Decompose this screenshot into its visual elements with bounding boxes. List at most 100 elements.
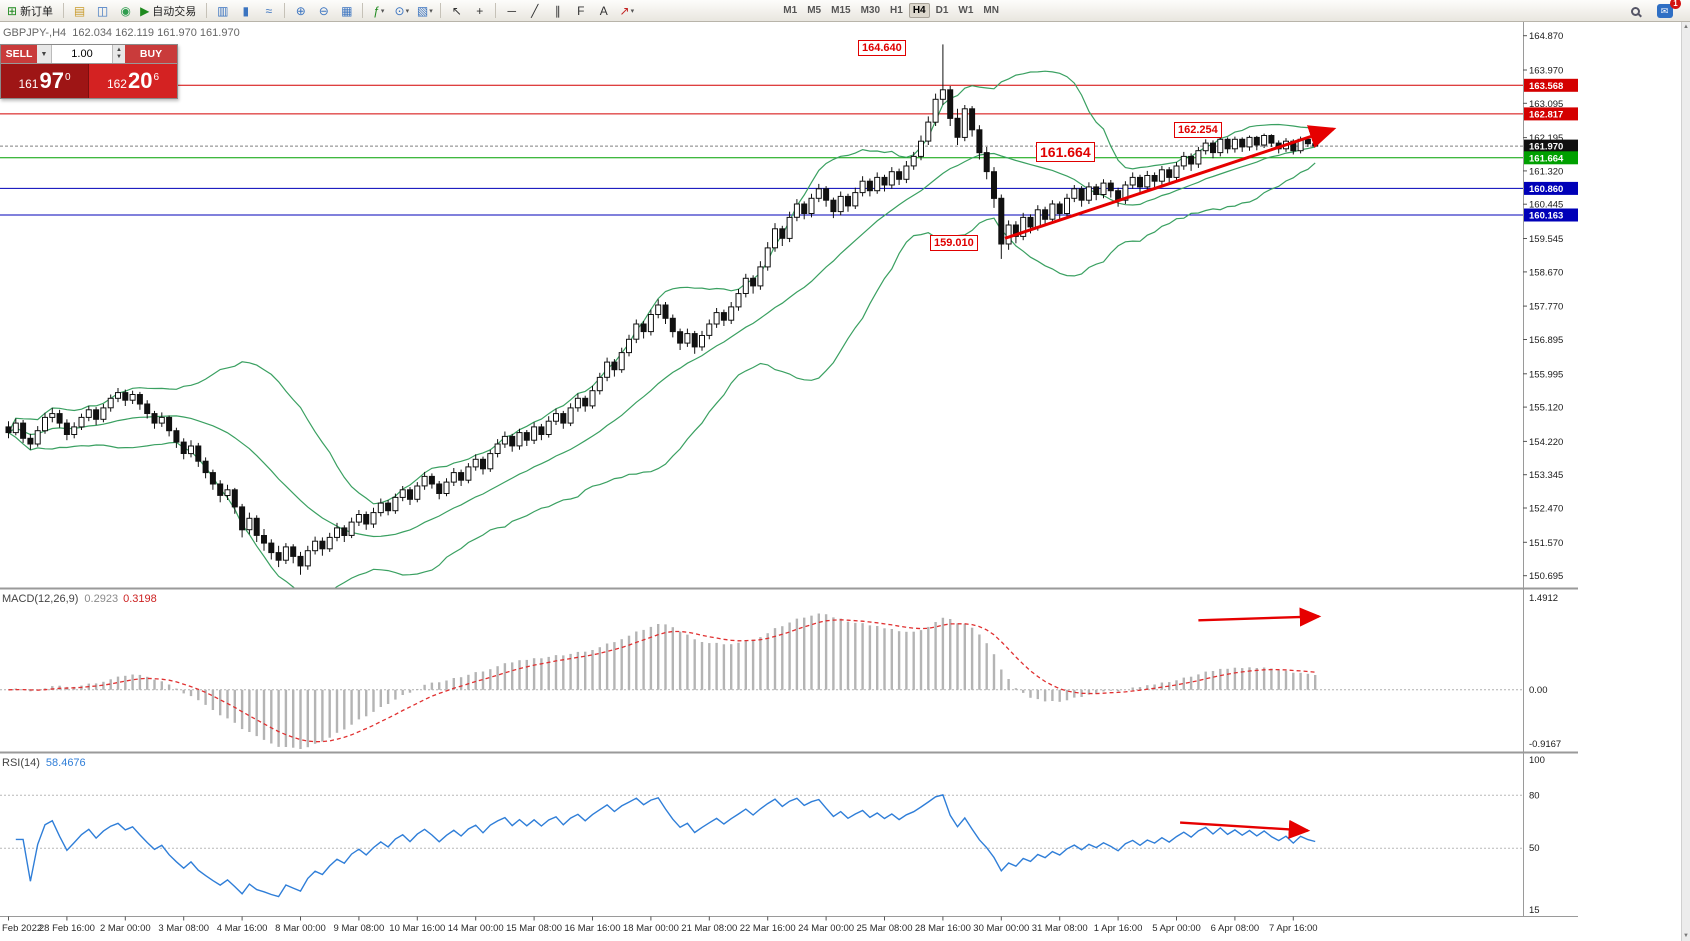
time-axis-label[interactable]: 6 Apr 08:00 (1211, 923, 1260, 934)
cursor-icon[interactable]: ↖ (446, 2, 467, 20)
candle[interactable] (618, 352, 625, 371)
timeframe-m5-button[interactable]: M5 (807, 5, 822, 16)
candle[interactable] (1012, 224, 1019, 237)
candle[interactable] (553, 413, 559, 422)
trend-arrow[interactable] (1004, 125, 1337, 240)
crosshair-icon[interactable]: + (469, 2, 490, 20)
candle[interactable] (881, 176, 888, 186)
time-axis-label[interactable]: 31 Mar 08:00 (1032, 923, 1088, 934)
candle[interactable] (772, 228, 778, 249)
candle[interactable] (1005, 224, 1012, 245)
time-axis-label[interactable]: 9 Mar 08:00 (334, 923, 385, 934)
candle[interactable] (428, 475, 435, 485)
candle[interactable] (1312, 143, 1319, 147)
spinner-down-icon[interactable]: ▼ (116, 54, 122, 60)
candle[interactable] (604, 361, 611, 378)
candle[interactable] (253, 517, 260, 536)
candle[interactable] (1166, 169, 1173, 178)
candle[interactable] (706, 323, 713, 336)
candle[interactable] (720, 312, 727, 321)
volume-spinner[interactable]: ▲ ▼ (112, 45, 125, 63)
candle[interactable] (231, 489, 238, 508)
candle[interactable] (355, 514, 362, 523)
scroll-up-icon[interactable]: ▲ (1683, 24, 1689, 30)
candle[interactable] (589, 390, 596, 407)
candle[interactable] (647, 314, 654, 333)
candle[interactable] (742, 277, 749, 294)
candle[interactable] (1085, 186, 1092, 201)
candle[interactable] (49, 413, 56, 418)
candle[interactable] (297, 555, 304, 567)
candle[interactable] (151, 413, 158, 424)
notifications-icon[interactable]: ✉ 1 (1654, 0, 1681, 20)
candle[interactable] (1158, 169, 1165, 182)
time-axis-label[interactable]: 3 Mar 08:00 (158, 923, 209, 934)
candle[interactable] (939, 89, 946, 100)
candle[interactable] (93, 409, 100, 420)
candle[interactable] (662, 304, 669, 319)
candle[interactable] (1056, 203, 1063, 214)
candle[interactable] (166, 416, 173, 432)
candle[interactable] (954, 117, 961, 138)
bar-chart-icon[interactable]: ▥ (212, 2, 233, 20)
timeframe-m15-button[interactable]: M15 (831, 5, 851, 16)
candle[interactable] (34, 430, 41, 445)
candle[interactable] (1188, 155, 1195, 165)
candle[interactable] (122, 392, 129, 401)
fibonacci-icon[interactable]: F (570, 2, 591, 20)
candle[interactable] (1217, 138, 1224, 154)
candle[interactable] (465, 466, 472, 481)
candle[interactable] (341, 527, 348, 537)
candles-layer[interactable] (5, 44, 1319, 575)
candle[interactable] (450, 472, 457, 483)
time-axis-label[interactable]: 28 Feb 16:00 (39, 923, 95, 934)
price-callout-161664[interactable]: 161.664 (1036, 142, 1095, 162)
time-axis-label[interactable]: Feb 2022 (2, 923, 42, 934)
time-axis-label[interactable]: 2 Mar 00:00 (100, 923, 151, 934)
candle[interactable] (1261, 135, 1268, 146)
candle[interactable] (1100, 182, 1107, 196)
autotrading-button[interactable]: ▶ 自动交易 (137, 2, 202, 20)
candle[interactable] (574, 397, 581, 409)
candle[interactable] (421, 475, 428, 487)
candle[interactable] (1137, 176, 1143, 188)
candle[interactable] (129, 394, 136, 401)
candle[interactable] (801, 203, 808, 214)
candle[interactable] (1231, 138, 1238, 150)
candle[interactable] (1049, 203, 1056, 220)
time-axis-label[interactable]: 10 Mar 16:00 (389, 923, 445, 934)
candle[interactable] (1071, 188, 1078, 199)
candle[interactable] (1042, 209, 1049, 220)
candle[interactable] (750, 277, 757, 287)
candle[interactable] (640, 323, 647, 333)
candle[interactable] (224, 489, 231, 496)
candle[interactable] (998, 197, 1005, 245)
candle[interactable] (1027, 216, 1034, 228)
candle[interactable] (158, 416, 165, 424)
candle[interactable] (545, 420, 552, 436)
timeframe-m1-button[interactable]: M1 (783, 5, 798, 16)
candle[interactable] (268, 542, 275, 554)
candle[interactable] (487, 453, 494, 470)
time-axis-label[interactable]: 7 Apr 16:00 (1269, 923, 1318, 934)
timeframe-h4-button[interactable]: H4 (908, 3, 930, 18)
line-chart-icon[interactable]: ≈ (258, 2, 279, 20)
volume-input[interactable] (52, 45, 112, 63)
candle[interactable] (516, 432, 523, 447)
candle[interactable] (918, 140, 924, 157)
candle[interactable] (808, 197, 815, 215)
candle[interactable] (531, 426, 538, 441)
candle[interactable] (27, 437, 34, 445)
candle[interactable] (1239, 138, 1246, 148)
candle[interactable] (348, 521, 355, 536)
candle[interactable] (370, 512, 377, 525)
candlestick-chart-icon[interactable]: ▮ (235, 2, 256, 20)
candle[interactable] (407, 489, 413, 500)
candle[interactable] (947, 89, 954, 119)
sell-price-button[interactable]: 161 97 0 (1, 64, 89, 98)
candle[interactable] (436, 483, 443, 494)
candle[interactable] (1151, 175, 1158, 182)
price-callout-164640[interactable]: 164.640 (858, 40, 906, 56)
time-axis-label[interactable]: 8 Mar 00:00 (275, 923, 326, 934)
trendline-icon[interactable]: ╱ (524, 2, 545, 20)
